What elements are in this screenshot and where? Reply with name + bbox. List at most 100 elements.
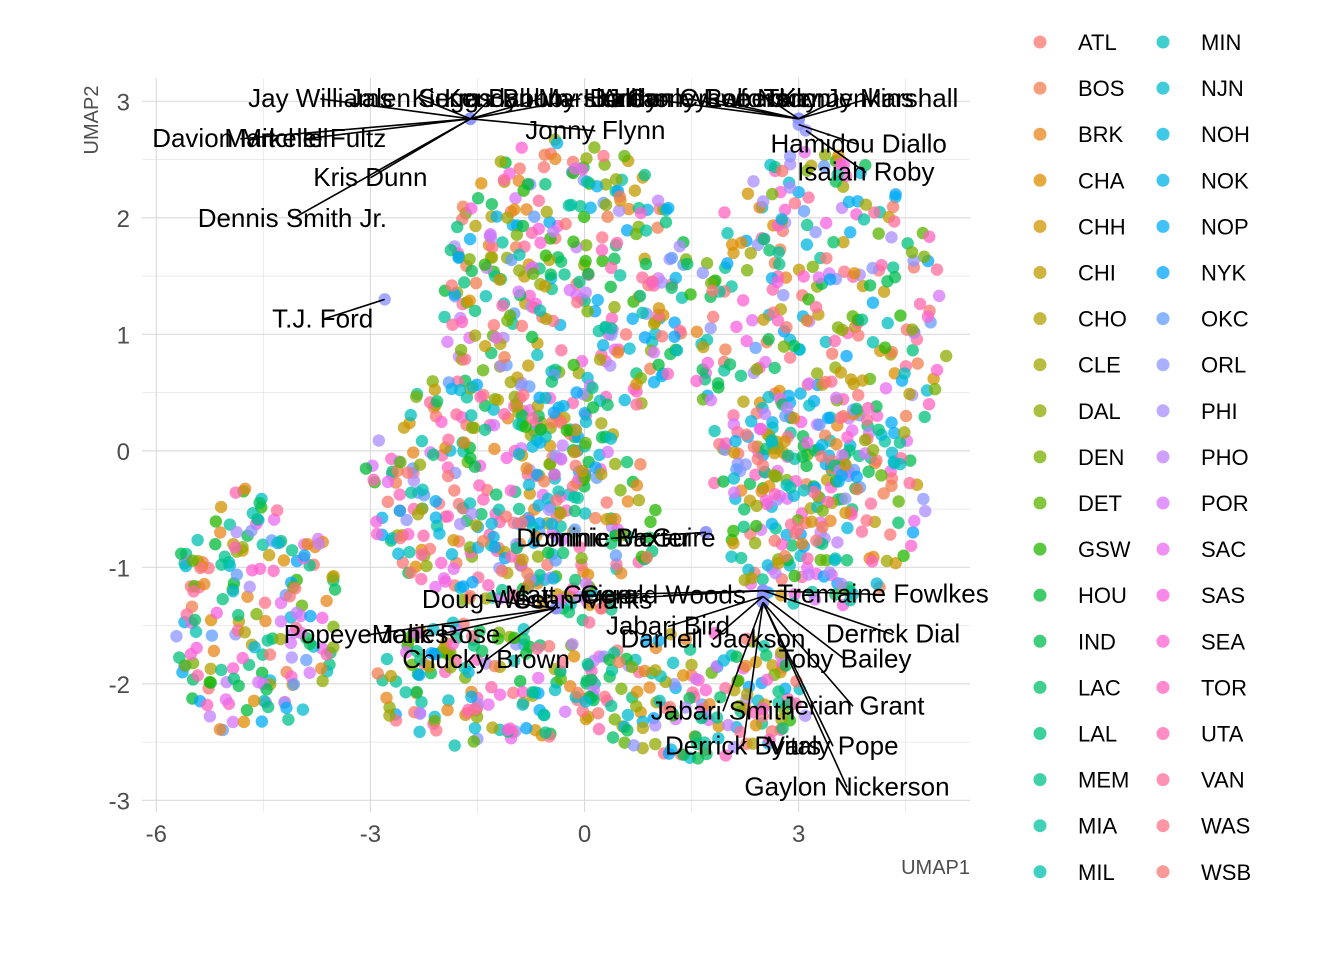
data-point (476, 364, 490, 377)
data-point (722, 718, 735, 732)
y-tick-label: 0 (117, 439, 130, 466)
data-point (621, 495, 635, 508)
data-point (198, 577, 211, 591)
data-point (798, 146, 811, 159)
data-point (407, 446, 420, 459)
data-point (745, 415, 758, 428)
data-point (428, 383, 442, 396)
data-point (484, 231, 498, 244)
data-point (618, 393, 631, 407)
data-point (754, 422, 768, 436)
data-point (604, 359, 617, 372)
data-point (394, 531, 407, 545)
data-point (831, 168, 844, 181)
data-point (501, 211, 514, 224)
legend-label: NOH (1201, 122, 1250, 147)
data-point (399, 686, 412, 699)
data-point (729, 434, 742, 448)
data-point (816, 520, 829, 534)
data-point (583, 616, 596, 629)
data-point (290, 606, 303, 620)
data-point (605, 312, 619, 325)
data-point (255, 715, 269, 728)
legend-label: SAC (1201, 537, 1246, 562)
legend-label: GSW (1078, 537, 1131, 562)
data-point (413, 706, 427, 720)
data-point (747, 175, 760, 188)
legend-key (1033, 865, 1047, 879)
data-point (463, 497, 477, 510)
data-point (645, 276, 659, 289)
legend-label: SAS (1201, 583, 1245, 608)
data-point (875, 258, 888, 272)
legend-label: NJN (1201, 76, 1244, 101)
data-point (756, 702, 770, 715)
data-point (609, 512, 622, 526)
data-point (756, 573, 769, 586)
data-point (473, 479, 486, 492)
data-point (465, 202, 478, 215)
data-point (666, 656, 680, 670)
data-point (761, 559, 775, 572)
data-point (226, 662, 240, 675)
data-point (930, 263, 944, 276)
data-point (727, 740, 741, 754)
data-point (690, 374, 703, 388)
leader-line (768, 98, 800, 120)
data-point (393, 488, 406, 501)
data-point (495, 564, 509, 578)
data-point (383, 709, 396, 722)
point-label: Sean Marks (514, 585, 653, 615)
legend-label: SEA (1201, 629, 1245, 654)
data-point (727, 472, 741, 485)
point-label: Derrick Byars (665, 730, 821, 760)
data-point (486, 241, 499, 254)
data-point (528, 210, 541, 223)
data-point (740, 632, 753, 646)
data-point (204, 662, 217, 675)
data-point (841, 521, 854, 535)
data-point (668, 330, 681, 343)
leader-line (662, 589, 764, 597)
data-point (579, 577, 593, 590)
data-point (422, 660, 436, 673)
data-point (512, 447, 526, 461)
data-point (441, 335, 454, 348)
data-point (238, 626, 252, 639)
data-point (568, 490, 581, 504)
data-point (854, 166, 867, 180)
leader-line (667, 595, 764, 628)
data-point (812, 271, 826, 284)
data-point (593, 353, 607, 366)
data-point (775, 713, 788, 726)
leader-line (365, 607, 557, 636)
data-point (359, 462, 373, 475)
data-point (327, 640, 340, 654)
data-point (757, 313, 770, 326)
legend-key (1033, 266, 1047, 279)
data-point (670, 344, 684, 357)
data-point (892, 495, 905, 508)
legend-key (1033, 727, 1047, 740)
data-point (762, 333, 775, 346)
data-point (538, 708, 551, 722)
data-point (605, 261, 618, 275)
data-point (582, 267, 595, 281)
data-point (190, 641, 203, 655)
data-point (591, 707, 605, 720)
data-point (679, 633, 693, 646)
leader-line (240, 117, 471, 140)
data-point (466, 421, 479, 434)
data-point (669, 271, 682, 285)
data-point (468, 304, 482, 318)
data-point (568, 162, 582, 175)
legend-key (1033, 127, 1047, 141)
data-point (643, 531, 656, 544)
data-point (809, 225, 822, 239)
data-point (800, 218, 814, 232)
data-point (326, 570, 339, 584)
data-point (834, 157, 847, 171)
data-point (749, 655, 763, 669)
data-point (187, 585, 200, 598)
data-point (441, 510, 455, 523)
